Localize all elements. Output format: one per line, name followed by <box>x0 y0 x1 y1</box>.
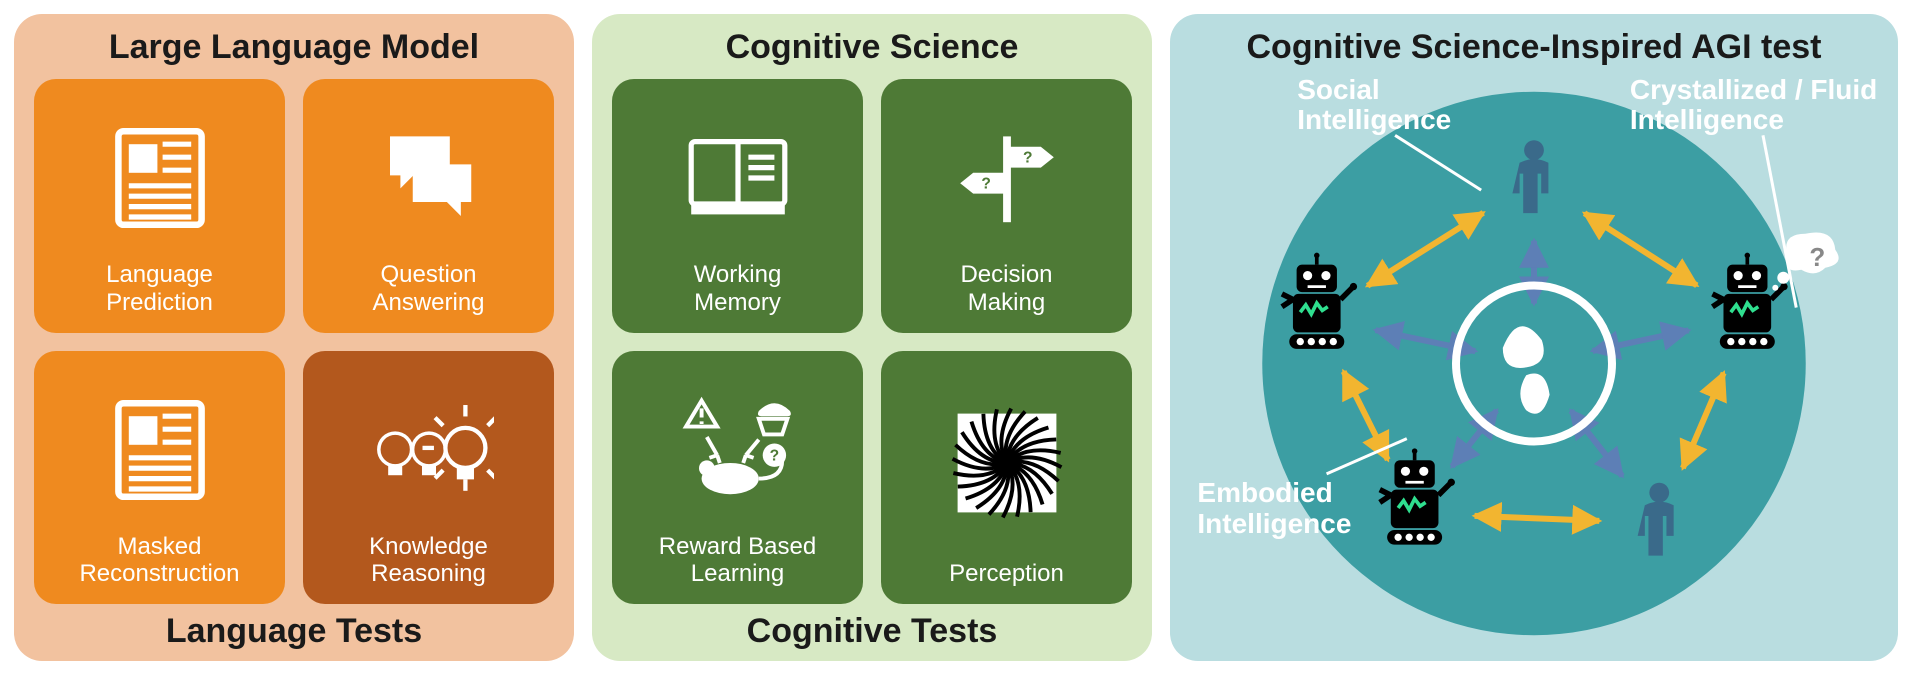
panel-agi-title: Cognitive Science-Inspired AGI test <box>1190 28 1878 67</box>
tile-label: MaskedReconstruction <box>79 533 239 588</box>
tile-label: QuestionAnswering <box>372 261 484 316</box>
tile-knowledge-reasoning: KnowledgeReasoning <box>303 351 554 605</box>
tile-reward-learning: ? Reward BasedLearning <box>612 351 863 605</box>
panel-llm-title: Large Language Model <box>34 28 554 67</box>
panel-cogsci-footer: Cognitive Tests <box>612 612 1132 651</box>
tile-label: KnowledgeReasoning <box>369 533 488 588</box>
tile-label: WorkingMemory <box>694 261 782 316</box>
tile-question-answering: QuestionAnswering <box>303 79 554 333</box>
svg-text:?: ? <box>1809 242 1825 272</box>
tile-perception: Perception <box>881 351 1132 605</box>
tile-language-prediction: LanguagePrediction <box>34 79 285 333</box>
spiral-icon <box>891 367 1122 561</box>
bulbs-icon <box>313 367 544 533</box>
reward-icon: ? <box>622 367 853 533</box>
tile-label: Reward BasedLearning <box>659 533 816 588</box>
signpost-icon: ?? <box>891 95 1122 261</box>
tile-label: LanguagePrediction <box>106 261 213 316</box>
callout-social: SocialIntelligence <box>1297 75 1451 137</box>
tile-label: Perception <box>949 560 1064 588</box>
callout-embodied: EmbodiedIntelligence <box>1197 478 1351 540</box>
svg-text:?: ? <box>769 447 779 464</box>
panel-llm-grid: LanguagePrediction QuestionAnswering Mas… <box>34 79 554 604</box>
panel-agi-test: Cognitive Science-Inspired AGI test ? So… <box>1170 14 1898 661</box>
chat-icon <box>313 95 544 261</box>
panel-llm: Large Language Model LanguagePrediction … <box>14 14 574 661</box>
panel-cogsci-grid: WorkingMemory ?? DecisionMaking ? Reward… <box>612 79 1132 604</box>
tile-decision-making: ?? DecisionMaking <box>881 79 1132 333</box>
callout-crystal: Crystallized / FluidIntelligence <box>1630 75 1877 137</box>
book-icon <box>622 95 853 261</box>
svg-text:?: ? <box>1023 150 1033 167</box>
tile-label: DecisionMaking <box>960 261 1052 316</box>
newspaper-icon <box>44 367 275 533</box>
panel-cogsci: Cognitive Science WorkingMemory ?? Decis… <box>592 14 1152 661</box>
tile-working-memory: WorkingMemory <box>612 79 863 333</box>
tile-masked-reconstruction: MaskedReconstruction <box>34 351 285 605</box>
newspaper-icon <box>44 95 275 261</box>
svg-text:?: ? <box>981 176 991 193</box>
panel-llm-footer: Language Tests <box>34 612 554 651</box>
panel-cogsci-title: Cognitive Science <box>612 28 1132 67</box>
